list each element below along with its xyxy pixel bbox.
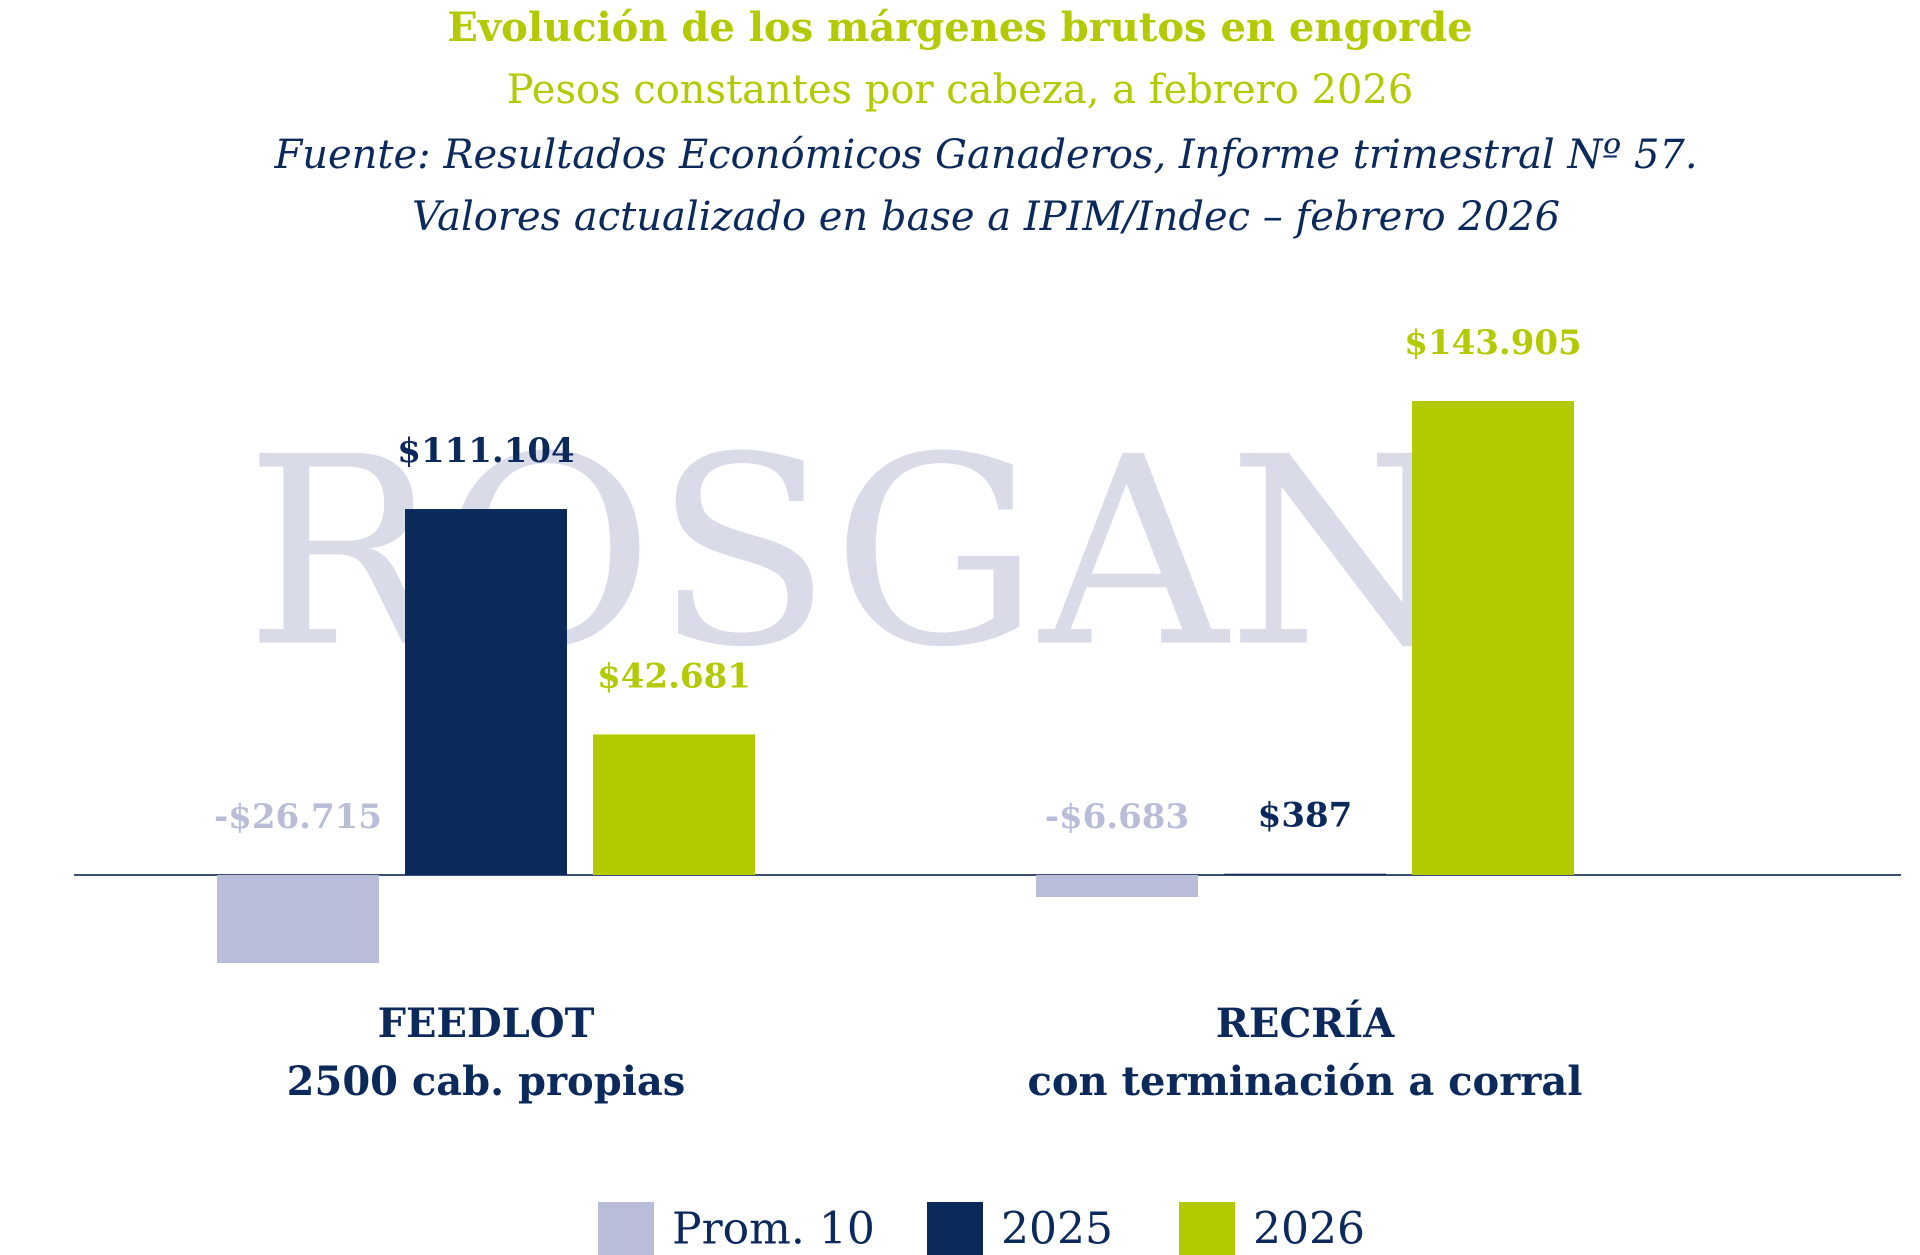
x-tick-label: RECRÍA: [1216, 1000, 1396, 1047]
x-tick-label: FEEDLOT: [378, 1000, 595, 1047]
bar: [405, 509, 567, 875]
legend-swatch: [1179, 1202, 1235, 1255]
value-label: -$26.715: [214, 797, 382, 837]
value-label: $111.104: [397, 431, 574, 471]
x-tick-label: 2500 cab. propias: [287, 1058, 686, 1105]
bar: [593, 734, 755, 875]
chart-subtitle: Pesos constantes por cabeza, a febrero 2…: [507, 67, 1414, 113]
bar: [1224, 873, 1386, 875]
legend-label: 2026: [1253, 1204, 1365, 1255]
legend-swatch: [927, 1202, 983, 1255]
chart-title: Evolución de los márgenes brutos en engo…: [447, 4, 1472, 51]
x-tick-label: con terminación a corral: [1028, 1058, 1583, 1105]
value-label: $387: [1258, 796, 1353, 836]
bar: [1036, 875, 1198, 898]
value-label: $143.905: [1404, 323, 1581, 363]
value-label: $42.681: [597, 656, 751, 696]
legend-label: 2025: [1001, 1204, 1113, 1255]
source: Fuente: Resultados Económicos Ganaderos,…: [273, 132, 1697, 178]
bar: [217, 875, 379, 963]
legend-swatch: [598, 1202, 654, 1255]
source: Valores actualizado en base a IPIM/Indec…: [412, 194, 1560, 240]
value-label: -$6.683: [1045, 797, 1189, 837]
legend-label: Prom. 10: [672, 1204, 875, 1255]
bar: [1412, 401, 1574, 875]
